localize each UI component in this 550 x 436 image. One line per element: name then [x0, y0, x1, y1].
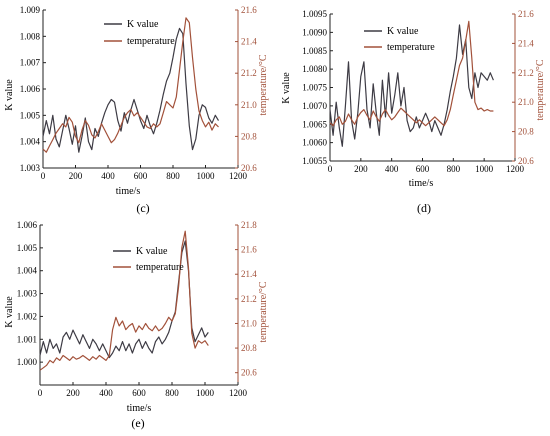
panel-e-x-tick-label: 1000 [196, 388, 215, 398]
panel-e-right-tick-label: 20.6 [241, 368, 257, 378]
panel-e: 0 200 400 600 800 1000 1200 1.000 1.001 1.002 1.00… [4, 220, 269, 430]
panel-e-right-axis-label: temperature/°C [258, 281, 269, 343]
panel-c-right-tick-label: 21.2 [241, 68, 257, 78]
panel-c-right-tick-label: 21.4 [241, 37, 257, 47]
panel-e-left-tick-label: 1.001 [17, 334, 37, 344]
panel-d-left-tick-label: 1.0075 [302, 83, 327, 93]
panel-c-x-tick-label: 200 [69, 171, 83, 181]
panel-c-right-tick-label: 20.6 [241, 163, 257, 173]
panel-d-left-tick-label: 1.0055 [302, 156, 327, 166]
panel-e-x-tick-label: 600 [132, 388, 146, 398]
panel-c-x-axis-label: time/s [116, 186, 141, 197]
panel-e-label: (e) [131, 416, 144, 430]
panel-d-left-tick-label: 1.0090 [302, 27, 327, 37]
panel-e-right-tick-label: 21.8 [241, 220, 257, 230]
panel-c-left-tick-label: 1.007 [20, 58, 41, 68]
panel-d-left-axis-label: K value [281, 72, 292, 104]
panel-c-right-axis-label: temperature/°C [258, 54, 269, 116]
panel-e-right-tick-label: 20.8 [241, 343, 257, 353]
panel-d-left-tick-label: 1.0095 [302, 9, 327, 19]
panel-d-x-tick-label: 0 [328, 164, 333, 174]
panel-d-right-tick-label: 20.8 [518, 127, 534, 137]
panel-e-left-tick-label: 1.006 [17, 220, 38, 230]
panel-c-x-tick-label: 800 [166, 171, 180, 181]
panel-c-right-tick-label: 20.8 [241, 131, 257, 141]
panel-e-right-tick-label: 21.4 [241, 269, 257, 279]
panel-d-x-tick-label: 200 [354, 164, 368, 174]
panel-d-x-tick-label: 600 [416, 164, 430, 174]
panel-c-legend: K value temperature [104, 19, 175, 47]
panel-d-legend-temperature-label: temperature [387, 42, 435, 53]
panel-d-right-tick-label: 21.0 [518, 97, 534, 107]
panel-e-left-tick-label: 1.003 [17, 289, 38, 299]
panel-c-x-tick-label: 1000 [197, 171, 216, 181]
panel-e-x-tick-label: 1200 [229, 388, 248, 398]
panel-e-plot: 0 200 400 600 800 1000 1200 1.000 1.001 1.002 1.00… [17, 220, 258, 398]
panel-c-x-tick-label: 0 [41, 171, 46, 181]
panel-c-left-tick-label: 1.009 [20, 5, 41, 15]
panel-d: 0 200 400 600 800 1000 1200 1.0055 1.0060 1.0065 1… [281, 9, 546, 215]
panel-c-legend-kvalue-label: K value [127, 19, 159, 30]
panel-e-left-axis-label: K value [4, 296, 15, 328]
panel-e-left-tick-label: 1.000 [17, 357, 38, 367]
panel-c-legend-temperature-label: temperature [127, 36, 175, 47]
panel-e-x-tick-label: 400 [99, 388, 113, 398]
panel-c-right-tick-label: 21.0 [241, 100, 257, 110]
panel-d-right-tick-label: 20.6 [518, 156, 534, 166]
panel-c-x-tick-label: 600 [134, 171, 148, 181]
panel-d-plot: 0 200 400 600 800 1000 1200 1.0055 1.0060 1.0065 1… [302, 9, 534, 174]
panel-c: 0 200 400 600 800 1000 1200 1.003 1.004 1.005 1.00… [4, 5, 269, 215]
panel-e-legend: K value temperature [113, 246, 184, 273]
panel-d-right-tick-label: 21.2 [518, 68, 534, 78]
panel-d-legend-kvalue-label: K value [387, 26, 419, 37]
panel-d-left-tick-label: 1.0080 [302, 64, 327, 74]
panel-c-left-tick-label: 1.003 [20, 163, 41, 173]
panel-e-legend-temperature-label: temperature [136, 262, 184, 273]
panel-d-right-tick-label: 21.4 [518, 38, 534, 48]
panel-d-x-tick-label: 1200 [506, 164, 525, 174]
panel-c-series-temperature-line [42, 17, 219, 153]
panel-d-left-tick-label: 1.0065 [302, 119, 327, 129]
panel-c-left-tick-label: 1.004 [20, 137, 41, 147]
panel-e-left-tick-label: 1.005 [17, 243, 38, 253]
panel-c-left-axis-label: K value [4, 79, 15, 111]
panel-d-left-tick-label: 1.0085 [302, 46, 327, 56]
panel-e-series-kvalue-line [39, 240, 209, 359]
panel-e-x-axis-label: time/s [127, 403, 152, 414]
panel-c-left-tick-label: 1.008 [20, 31, 41, 41]
panel-d-label: (d) [417, 201, 431, 215]
panel-c-x-tick-label: 1200 [229, 171, 248, 181]
panel-d-left-tick-label: 1.0070 [302, 101, 327, 111]
panel-c-label: (c) [136, 201, 149, 215]
panel-d-left-tick-label: 1.0060 [302, 138, 327, 148]
panel-d-x-tick-label: 1000 [475, 164, 494, 174]
panel-c-right-tick-label: 21.6 [241, 5, 257, 15]
panel-d-right-axis-label: temperature/°C [535, 59, 546, 121]
panel-d-x-tick-label: 800 [447, 164, 461, 174]
panel-d-legend: K value temperature [364, 26, 435, 53]
panel-d-x-axis-label: time/s [409, 178, 434, 189]
panel-c-x-tick-label: 400 [101, 171, 115, 181]
panel-e-x-tick-label: 0 [38, 388, 43, 398]
panel-e-right-tick-label: 21.0 [241, 318, 257, 328]
panel-e-right-tick-label: 21.2 [241, 294, 257, 304]
panel-d-x-tick-label: 400 [385, 164, 399, 174]
panel-e-left-tick-label: 1.004 [17, 266, 38, 276]
panel-e-series-temperature-line [39, 230, 209, 371]
panel-d-series-temperature-line [329, 20, 494, 127]
panel-d-right-tick-label: 21.6 [518, 9, 534, 19]
panel-c-plot: 0 200 400 600 800 1000 1200 1.003 1.004 1.005 1.00… [20, 5, 258, 181]
panel-e-x-tick-label: 200 [66, 388, 80, 398]
panel-e-left-tick-label: 1.002 [17, 311, 37, 321]
panel-c-left-tick-label: 1.006 [20, 84, 41, 94]
panel-e-x-tick-label: 800 [165, 388, 179, 398]
panel-e-legend-kvalue-label: K value [136, 246, 168, 257]
panel-e-right-tick-label: 21.6 [241, 245, 257, 255]
panel-c-left-tick-label: 1.005 [20, 110, 41, 120]
